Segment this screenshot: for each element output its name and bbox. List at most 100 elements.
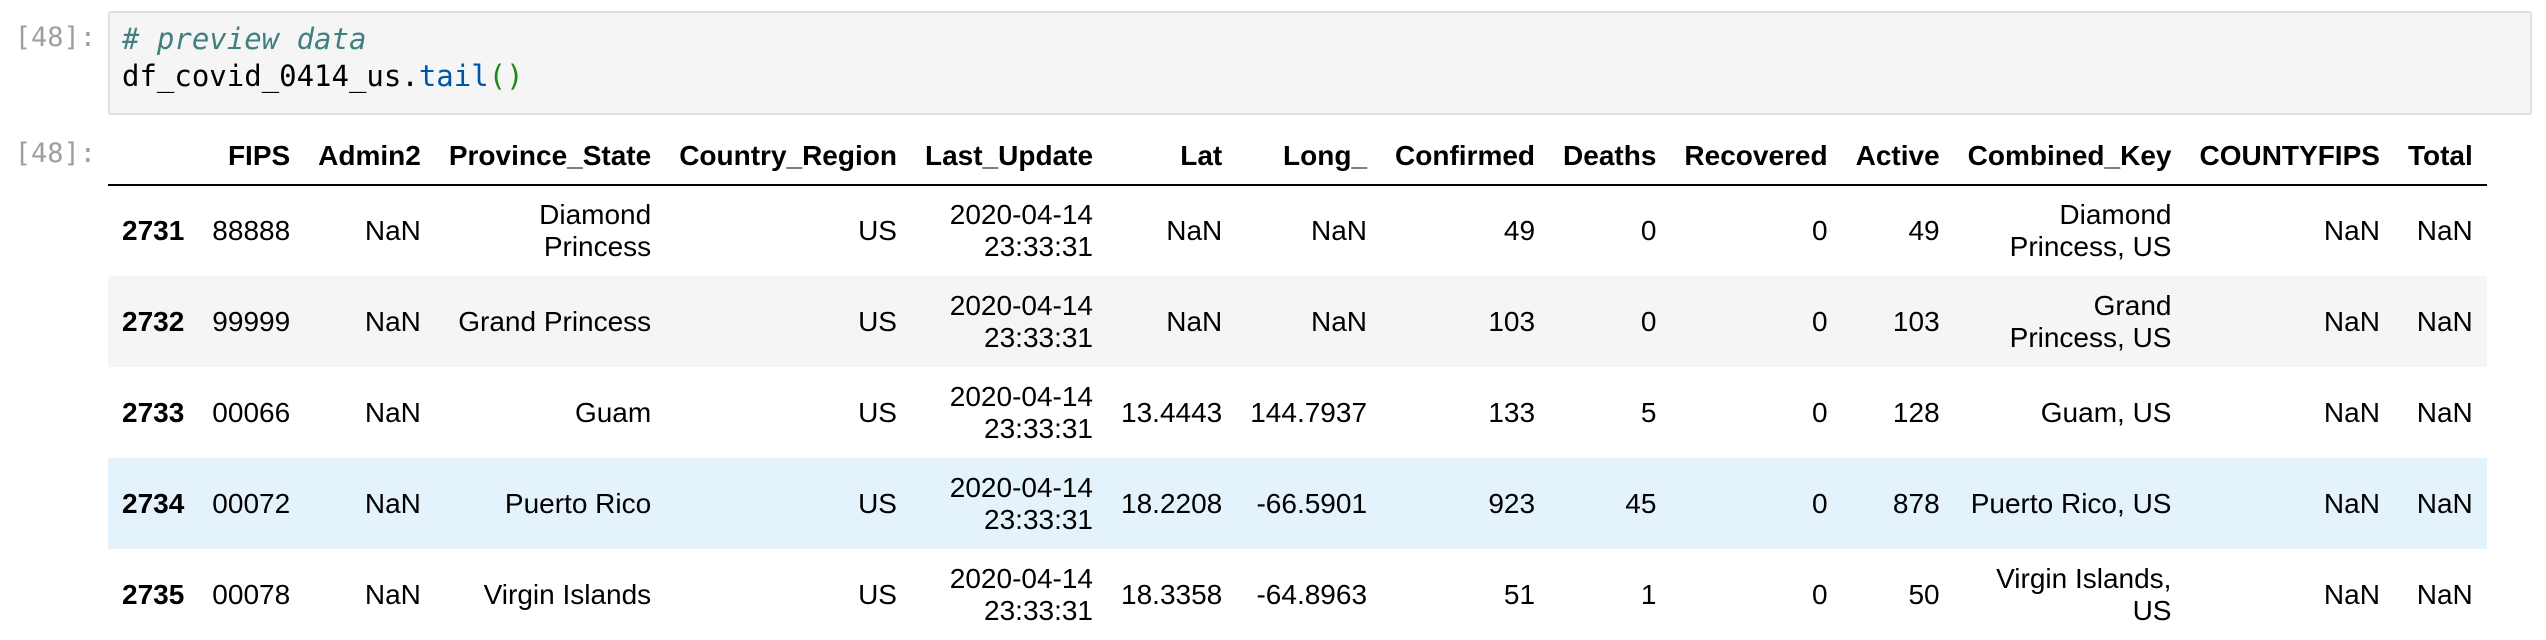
table-cell: NaN [2416, 305, 2473, 337]
column-header: Province_State [434, 128, 666, 186]
table-cell: Diamond Princess, US [1954, 185, 2186, 276]
code-comment-line: # preview data [122, 21, 2518, 58]
column-header: Confirmed [1381, 128, 1550, 186]
index-header [108, 128, 199, 186]
dataframe-table: FIPS Admin2 Province_State Country_Region La… [108, 128, 2487, 640]
table-cell: Guam [574, 396, 652, 428]
table-header: FIPS Admin2 Province_State Country_Region La… [108, 128, 2487, 186]
column-header: Long_ [1236, 128, 1382, 186]
table-cell: NaN [2416, 215, 2473, 246]
code-cell-editor[interactable]: # preview data df_covid_0414_us.tail() [108, 11, 2532, 115]
column-header: Recovered [1670, 128, 1842, 186]
cell-line: Princess, US [2009, 231, 2172, 262]
table-cell: NaN [2323, 578, 2380, 610]
cell-line: 23:33:31 [984, 594, 1094, 626]
table-cell: Virgin Islands, US [1954, 549, 2186, 640]
table-cell: 0 [1812, 305, 1828, 337]
table-row: 2735 00078 NaN Virgin Islands US 2020-04-14 23… [108, 549, 2487, 640]
cell-line: 2020-04-14 [949, 380, 1094, 412]
cell-line: 23:33:31 [984, 231, 1094, 262]
table-cell: NaN [1166, 305, 1223, 337]
table-cell: 0 [1812, 396, 1828, 428]
table-cell: -66.5901 [1256, 487, 1368, 519]
table-cell: 2020-04-14 23:33:31 [911, 458, 1107, 549]
column-header: FIPS [198, 128, 305, 186]
table-cell: 18.3358 [1121, 578, 1223, 610]
table-cell: 2020-04-14 23:33:31 [911, 185, 1107, 276]
cell-line: Diamond [2059, 199, 2172, 230]
table-cell: NaN [1311, 215, 1368, 246]
cell-line: 2020-04-14 [949, 199, 1094, 230]
table-cell: US [858, 578, 897, 610]
column-header: Total [2393, 128, 2487, 186]
column-header: Deaths [1549, 128, 1671, 186]
column-header: Combined_Key [1953, 128, 2186, 186]
table-cell: Virgin Islands [483, 578, 652, 610]
table-cell: NaN [1166, 215, 1223, 246]
table-cell: Puerto Rico, US [1970, 487, 2172, 519]
table-cell: 923 [1488, 487, 1536, 519]
table-cell: 1 [1640, 578, 1657, 610]
table-cell: 00066 [212, 396, 291, 428]
table-cell: NaN [2416, 578, 2473, 610]
cell-line: 23:33:31 [984, 503, 1094, 535]
table-cell: 51 [1503, 578, 1536, 610]
column-header: Active [1841, 128, 1954, 186]
row-index: 2732 [122, 305, 185, 337]
row-index: 2731 [122, 215, 185, 246]
table-cell: 0 [1812, 487, 1828, 519]
input-prompt: [48]: [14, 22, 96, 53]
cell-line: 2020-04-14 [949, 471, 1094, 503]
table-row: 2732 99999 NaN Grand Princess US 2020-04-14 23… [108, 276, 2487, 367]
table-cell: 00078 [212, 578, 291, 610]
table-cell: Grand Princess, US [1954, 276, 2186, 367]
table-cell: 18.2208 [1121, 487, 1223, 519]
header-row: FIPS Admin2 Province_State Country_Region La… [108, 128, 2487, 186]
table-cell: 103 [1488, 305, 1536, 337]
table-cell: NaN [2323, 215, 2380, 246]
table-cell: 00072 [212, 487, 291, 519]
row-index: 2734 [122, 487, 185, 519]
code-dot: . [401, 59, 419, 93]
table-cell: 0 [1640, 215, 1657, 246]
table-cell: 2020-04-14 23:33:31 [911, 276, 1107, 367]
table-cell: 0 [1812, 215, 1828, 246]
table-cell: US [858, 215, 897, 246]
table-cell: 878 [1892, 487, 1940, 519]
table-cell: Diamond Princess [435, 185, 665, 276]
cell-line: Grand [2093, 289, 2172, 321]
table-cell: NaN [2416, 396, 2473, 428]
table-cell: 0 [1640, 305, 1657, 337]
code-method: tail [418, 59, 489, 93]
table-cell: US [858, 396, 897, 428]
cell-line: 2020-04-14 [949, 562, 1094, 594]
table-row: 2731 88888 NaN Diamond Princess US 2020-04-14 2… [108, 185, 2487, 276]
row-index: 2735 [122, 578, 185, 610]
table-cell: NaN [2323, 396, 2380, 428]
cell-line: Diamond [539, 199, 652, 230]
cell-line: Princess [543, 231, 652, 262]
cell-line: 23:33:31 [984, 412, 1094, 444]
table-cell: 133 [1488, 396, 1536, 428]
table-cell: 50 [1908, 578, 1940, 610]
table-cell: 2020-04-14 23:33:31 [911, 549, 1107, 640]
table-cell: 0 [1812, 578, 1828, 610]
table-cell: NaN [2323, 487, 2380, 519]
output-area: FIPS Admin2 Province_State Country_Region La… [108, 128, 2487, 640]
table-cell: NaN [364, 215, 421, 246]
column-header: Admin2 [304, 128, 435, 186]
code-parens: () [488, 59, 524, 93]
column-header: Lat [1107, 128, 1237, 186]
table-cell: 144.7937 [1250, 396, 1368, 428]
table-cell: 88888 [212, 215, 291, 246]
table-cell: 99999 [212, 305, 291, 337]
table-cell: 13.4443 [1121, 396, 1223, 428]
code-statement-line: df_covid_0414_us.tail() [122, 58, 2518, 95]
table-cell: Puerto Rico [504, 487, 652, 519]
table-cell: NaN [1311, 305, 1368, 337]
table-cell: 103 [1892, 305, 1940, 337]
cell-line: 2020-04-14 [949, 289, 1094, 321]
table-cell: Guam, US [2040, 396, 2172, 428]
code-variable: df_covid_0414_us [122, 59, 402, 93]
table-cell: 128 [1892, 396, 1940, 428]
